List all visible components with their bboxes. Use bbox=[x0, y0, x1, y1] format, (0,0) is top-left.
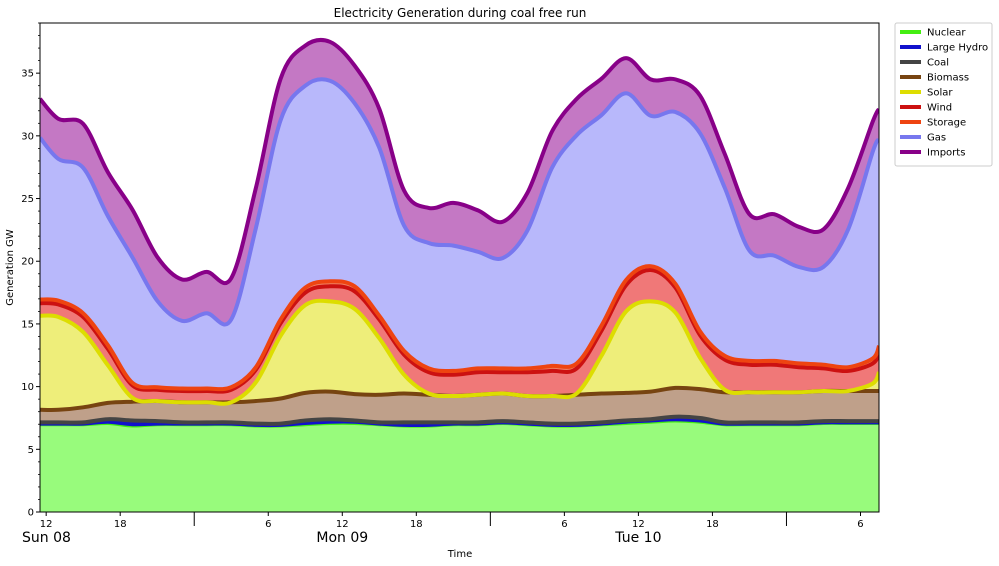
x-tick-label: 6 bbox=[265, 519, 271, 530]
line-solar bbox=[40, 298, 879, 406]
line-storage bbox=[40, 264, 879, 392]
chart-title: Electricity Generation during coal free … bbox=[334, 6, 587, 20]
day-label: Mon 09 bbox=[316, 530, 368, 546]
y-axis: 0 5 10 15 20 25 30 35 bbox=[21, 22, 40, 519]
y-tick-label: 25 bbox=[21, 194, 34, 205]
x-tick-label: 6 bbox=[561, 519, 567, 530]
legend-label-large-hydro: Large Hydro bbox=[927, 43, 988, 54]
x-tick-label: 12 bbox=[40, 519, 53, 530]
legend-label-imports: Imports bbox=[927, 148, 965, 159]
line-wind bbox=[40, 268, 879, 394]
day-label: Tue 10 bbox=[614, 530, 661, 546]
area-nuclear bbox=[40, 420, 879, 512]
x-tick-label: 6 bbox=[857, 519, 863, 530]
y-tick-label: 30 bbox=[21, 131, 34, 142]
plot-frame bbox=[39, 22, 880, 513]
y-tick-label: 5 bbox=[28, 445, 34, 456]
stacked-areas bbox=[40, 39, 879, 512]
legend-label-nuclear: Nuclear bbox=[927, 28, 966, 39]
x-tick-label: 18 bbox=[410, 519, 423, 530]
day-label: Sun 08 bbox=[22, 530, 71, 546]
series-lines bbox=[40, 37, 879, 428]
x-tick-label: 12 bbox=[632, 519, 645, 530]
legend-label-coal: Coal bbox=[927, 58, 949, 69]
legend-label-gas: Gas bbox=[927, 133, 946, 144]
x-tick-label: 18 bbox=[114, 519, 127, 530]
x-axis-label: Time bbox=[447, 549, 472, 560]
y-tick-label: 15 bbox=[21, 319, 34, 330]
x-axis: 12 18 6 12 18 6 12 18 6 Sun 08 Mon 09 Tue 10 bbox=[22, 512, 864, 546]
area-biomass bbox=[40, 387, 879, 424]
legend-box bbox=[894, 22, 993, 167]
legend-label-wind: Wind bbox=[927, 103, 952, 114]
y-tick-label: 35 bbox=[21, 69, 34, 80]
legend-label-biomass: Biomass bbox=[927, 73, 969, 84]
legend-label-solar: Solar bbox=[927, 88, 953, 99]
area-solar bbox=[40, 300, 879, 410]
x-tick-label: 18 bbox=[706, 519, 719, 530]
line-imports bbox=[40, 37, 879, 286]
y-axis-label: Generation GW bbox=[5, 229, 16, 306]
legend-label-storage: Storage bbox=[927, 118, 966, 129]
y-tick-label: 20 bbox=[21, 257, 34, 268]
x-tick-label: 12 bbox=[336, 519, 349, 530]
line-coal bbox=[40, 414, 879, 426]
area-gas bbox=[40, 79, 879, 390]
y-tick-label: 10 bbox=[21, 382, 34, 393]
legend: Nuclear Large Hydro Coal Biomass Solar Wind St… bbox=[894, 22, 993, 167]
area-wind bbox=[40, 269, 879, 404]
line-gas bbox=[40, 77, 879, 327]
y-tick-label: 0 bbox=[28, 508, 34, 519]
